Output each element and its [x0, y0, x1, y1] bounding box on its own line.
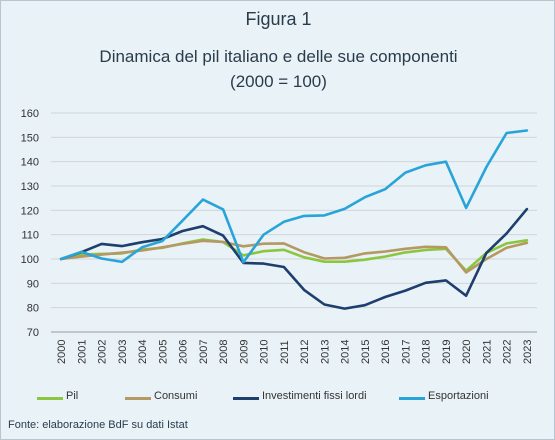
x-tick-label: 2022	[502, 340, 514, 364]
chart-title: Dinamica del pil italiano e delle sue co…	[99, 47, 458, 66]
legend-label-esportazioni: Esportazioni	[428, 390, 489, 402]
y-tick-label: 130	[21, 181, 39, 193]
x-tick-label: 2009	[238, 340, 250, 364]
legend-swatch-consumi	[125, 397, 151, 400]
series-line-investimenti-fissi-lordi	[59, 207, 529, 310]
legend-swatch-esportazioni	[399, 397, 425, 400]
chart-legend: Pil Consumi Investimenti fissi lordi Esp…	[1, 389, 555, 407]
y-tick-label: 150	[21, 132, 39, 144]
legend-swatch-investimenti	[233, 397, 259, 400]
x-tick-label: 2013	[319, 340, 331, 364]
x-tick-label: 2016	[380, 340, 392, 364]
y-tick-label: 100	[21, 254, 39, 266]
x-tick-label: 2003	[117, 340, 129, 364]
legend-swatch-pil	[37, 397, 63, 400]
y-tick-label: 90	[27, 278, 39, 290]
legend-label-consumi: Consumi	[154, 390, 198, 402]
x-tick-label: 2006	[178, 340, 190, 364]
x-tick-label: 2019	[441, 340, 453, 364]
series-line-esportazioni	[59, 129, 529, 264]
x-tick-label: 2001	[76, 340, 88, 364]
x-tick-label: 2020	[461, 340, 473, 364]
x-tick-label: 2021	[481, 340, 493, 364]
legend-label-investimenti: Investimenti fissi lordi	[262, 390, 367, 402]
x-tick-label: 2004	[137, 340, 149, 364]
x-tick-label: 2008	[218, 340, 230, 364]
y-tick-label: 140	[21, 157, 39, 169]
x-tick-label: 2018	[421, 340, 433, 364]
x-tick-label: 2007	[198, 340, 210, 364]
x-tick-label: 2014	[340, 340, 352, 364]
y-tick-label: 120	[21, 205, 39, 217]
x-tick-label: 2002	[97, 340, 109, 364]
chart-subtitle: (2000 = 100)	[230, 72, 327, 91]
y-tick-label: 70	[27, 327, 39, 339]
figure-label: Figura 1	[245, 9, 312, 29]
x-tick-label: 2012	[299, 340, 311, 364]
y-tick-label: 160	[21, 108, 39, 120]
x-tick-label: 2011	[279, 340, 291, 364]
line-chart: 70 80 90 100 110 120 130 140 150 160 2000 2001 2002 2…	[21, 108, 537, 364]
y-tick-label: 110	[21, 230, 39, 242]
legend-label-pil: Pil	[66, 390, 79, 402]
x-tick-label: 2000	[56, 340, 68, 364]
x-tick-label: 2015	[360, 340, 372, 364]
x-tick-label: 2023	[522, 340, 534, 364]
source-note: Fonte: elaborazione BdF su dati Istat	[8, 419, 188, 431]
x-tick-label: 2017	[400, 340, 412, 364]
x-tick-label: 2010	[259, 340, 271, 364]
x-tick-label: 2005	[157, 340, 169, 364]
y-tick-label: 80	[27, 303, 39, 315]
